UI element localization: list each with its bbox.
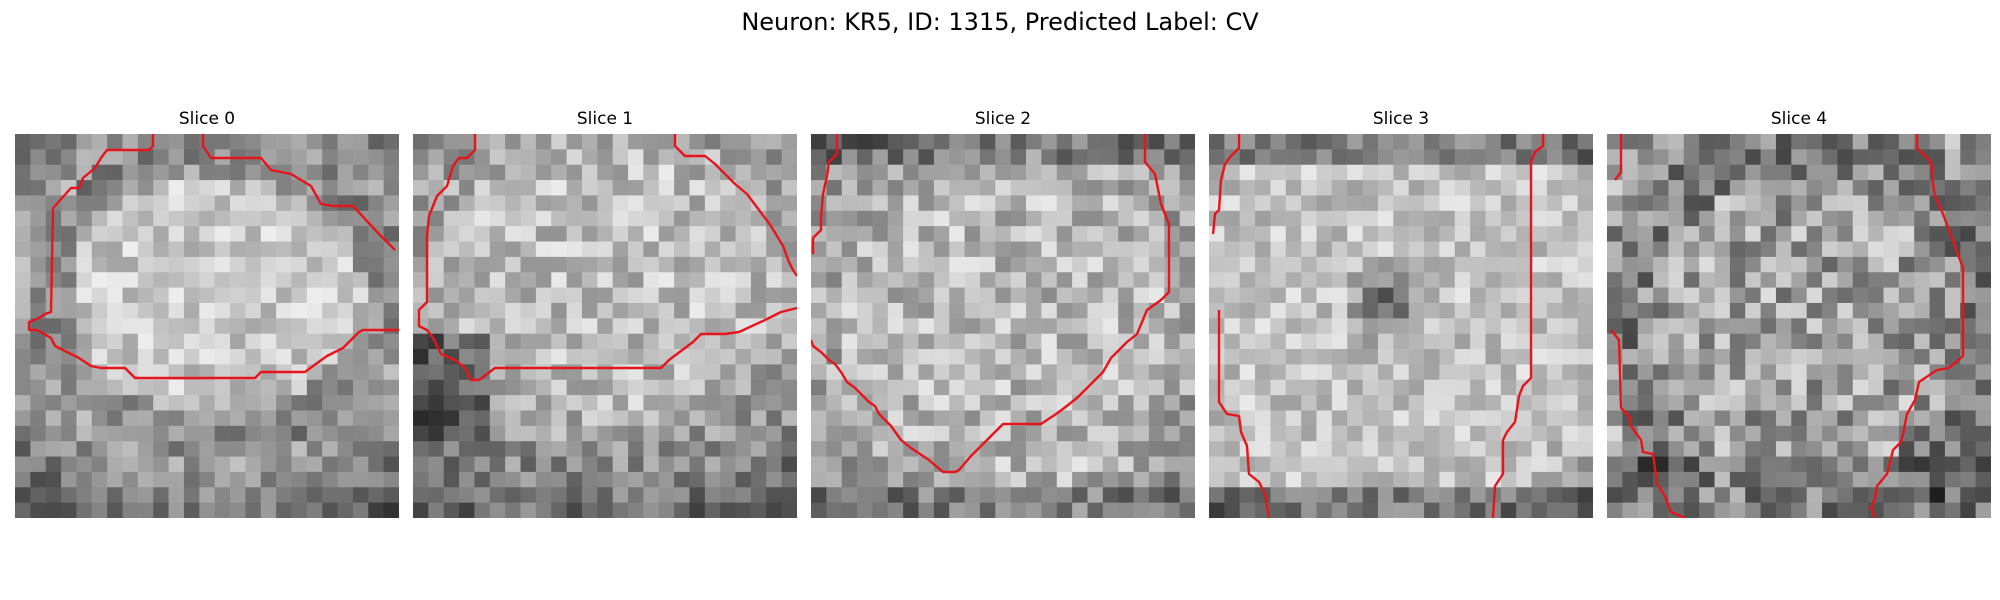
figure-title: Neuron: KR5, ID: 1315, Predicted Label: … [741, 8, 1259, 36]
slice-image-3 [1209, 134, 1593, 518]
slice-title-1: Slice 1 [576, 109, 634, 129]
slice-title-2: Slice 2 [974, 109, 1032, 129]
segmentation-contour-4 [1614, 134, 1623, 181]
slice-image-4 [1607, 134, 1991, 518]
slice-title-4: Slice 4 [1770, 109, 1828, 129]
segmentation-contour-3 [1211, 134, 1241, 235]
slice-title-3: Slice 3 [1372, 109, 1430, 129]
segmentation-contour-2 [811, 134, 839, 254]
slice-title-0: Slice 0 [178, 109, 236, 129]
slice-image-0 [15, 134, 399, 518]
slice-image-2 [811, 134, 1195, 518]
segmentation-contour-0 [27, 134, 399, 380]
slice-image-1 [413, 134, 797, 518]
segmentation-contour-1 [417, 134, 797, 382]
